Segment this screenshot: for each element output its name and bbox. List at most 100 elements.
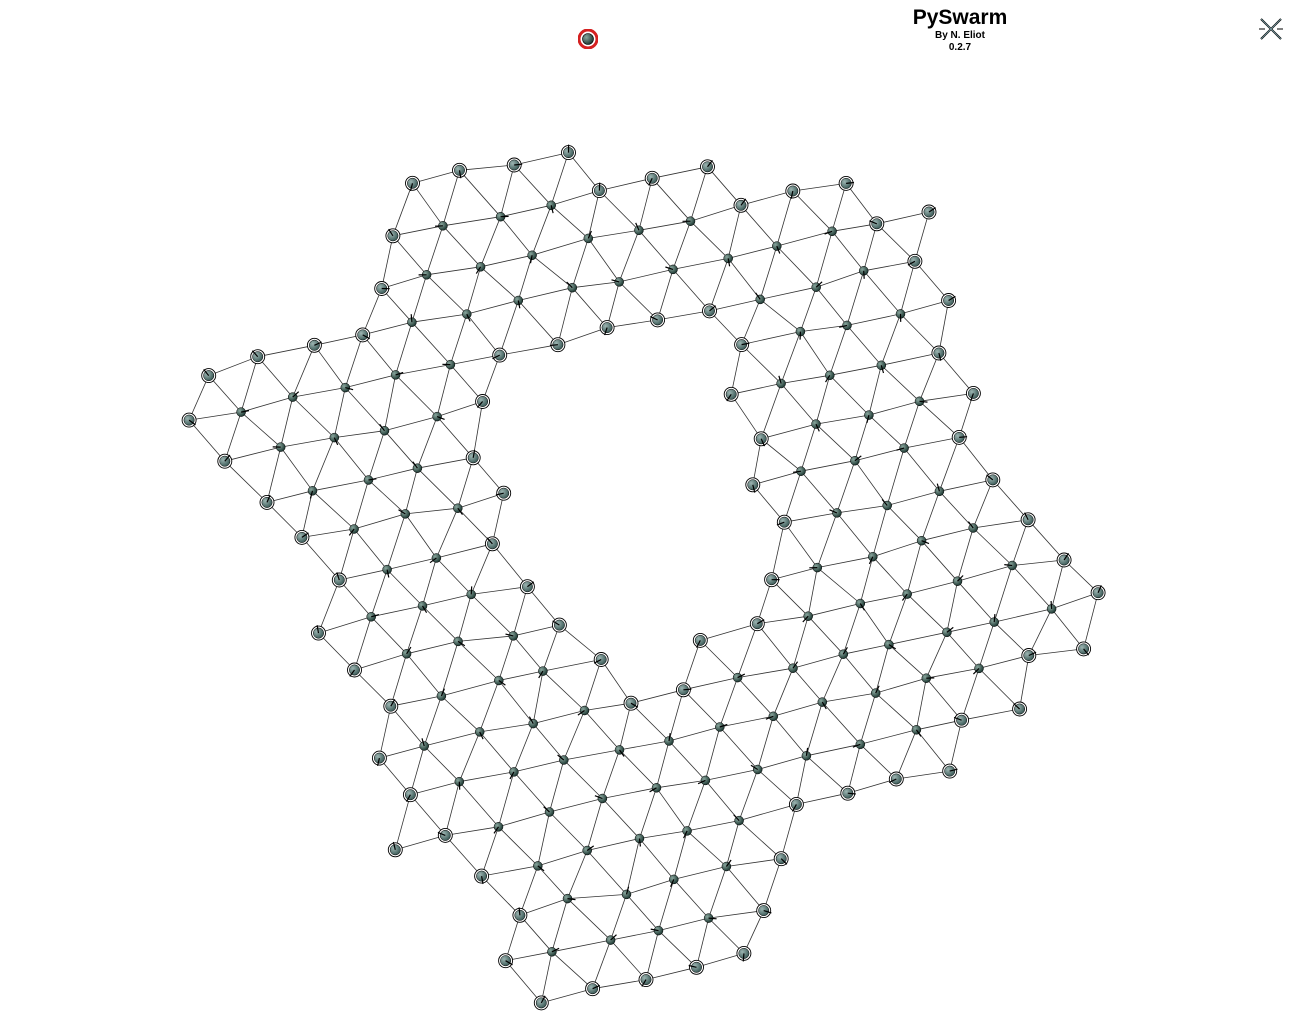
swarm-link [815, 375, 831, 425]
swarm-link [587, 838, 640, 851]
swarm-link [938, 352, 974, 394]
swarm-link [639, 830, 688, 839]
swarm-agent [348, 524, 359, 536]
boundary-agent [306, 337, 322, 353]
boundary-agent [1020, 512, 1036, 528]
swarm-link [760, 286, 817, 300]
swarm-link [1063, 559, 1099, 593]
swarm-link [1019, 655, 1030, 710]
swarm-link [531, 238, 589, 256]
boundary-agent [1012, 701, 1028, 717]
leader-agent-icon[interactable] [577, 28, 599, 50]
swarm-link [551, 190, 600, 206]
boundary-agent [181, 412, 197, 428]
boundary-agent [495, 485, 512, 501]
swarm-link [498, 680, 534, 724]
swarm-link [541, 988, 593, 1004]
swarm-link [815, 423, 856, 461]
swarm-link [652, 166, 708, 179]
swarm-link [836, 460, 856, 514]
swarm-link [645, 930, 659, 980]
swarm-agent [824, 226, 837, 237]
swarm-link [517, 255, 533, 301]
boundary-agent [201, 368, 217, 384]
swarm-link [651, 178, 691, 222]
swarm-link [619, 703, 632, 750]
swarm-link [405, 507, 458, 515]
swarm-link [301, 537, 340, 581]
swarm-agent [436, 688, 447, 701]
swarm-link [354, 653, 407, 671]
swarm-agent [429, 553, 442, 564]
swarm-link [498, 811, 550, 828]
swarm-agent [434, 221, 448, 231]
swarm-agent [1004, 560, 1017, 571]
swarm-link [875, 644, 890, 694]
swarm-link [457, 641, 500, 681]
swarm-link [846, 313, 901, 326]
swarm-agent [838, 646, 849, 659]
swarm-link [572, 281, 620, 289]
swarm-link [978, 668, 1020, 710]
swarm-link [550, 152, 569, 206]
swarm-link [914, 261, 949, 301]
swarm-agent [307, 486, 318, 499]
swarm-link [821, 654, 844, 703]
swarm-link [513, 771, 550, 813]
swarm-link [759, 299, 801, 332]
swarm-agent [855, 598, 866, 611]
swarm-link [592, 939, 611, 989]
swarm-link [949, 720, 962, 772]
boundary-agent [1056, 552, 1072, 568]
boundary-agent [437, 827, 453, 843]
swarm-link [505, 951, 552, 962]
swarm-agent [881, 499, 892, 511]
swarm-link [993, 621, 1030, 656]
swarm-agent [809, 562, 823, 573]
swarm-link [886, 505, 922, 541]
swarm-link [906, 593, 948, 633]
swarm-link [379, 757, 411, 795]
swarm-link [771, 579, 809, 617]
swarm-link [776, 190, 794, 247]
boundary-agent [951, 429, 968, 445]
swarm-link [880, 313, 901, 366]
swarm-agent [495, 211, 509, 222]
swarm-link [381, 235, 394, 289]
swarm-link [829, 325, 848, 376]
close-button[interactable] [1258, 16, 1284, 42]
swarm-link [450, 354, 500, 365]
swarm-agent [538, 666, 548, 679]
swarm-agent [765, 711, 779, 722]
swarm-link [519, 915, 553, 953]
swarm-link [907, 580, 958, 595]
swarm-link [957, 527, 974, 582]
swarm-link [458, 731, 481, 782]
swarm-link [188, 375, 210, 421]
swarm-link [379, 745, 425, 759]
boundary-agent [650, 312, 666, 328]
swarm-agent [493, 822, 504, 834]
swarm-link [619, 740, 670, 751]
swarm-link [800, 423, 817, 472]
swarm-link [726, 866, 765, 911]
boundary-agent [1090, 585, 1106, 601]
swarm-link [656, 787, 688, 832]
swarm-link [411, 274, 427, 323]
swarm-link [586, 798, 603, 851]
close-x-icon [1259, 18, 1283, 40]
swarm-link [394, 794, 411, 850]
swarm-link [772, 668, 794, 717]
swarm-link [571, 238, 589, 288]
swarm-link [771, 522, 785, 580]
boundary-agent [702, 303, 717, 319]
swarm-link [395, 374, 438, 417]
swarm-link [551, 951, 593, 989]
swarm-link [776, 245, 817, 288]
swarm-link [672, 221, 691, 270]
swarm-link [266, 502, 303, 538]
swarm-link [318, 616, 372, 634]
swarm-agent [795, 326, 806, 340]
swarm-link [567, 898, 611, 941]
